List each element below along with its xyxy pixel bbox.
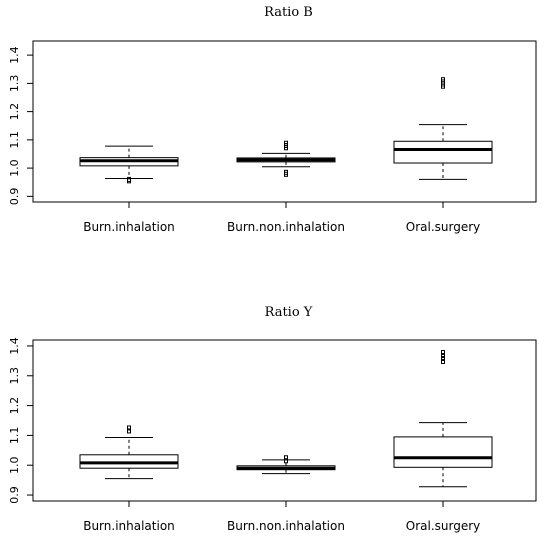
y-tick-label: 1.2 bbox=[8, 397, 21, 415]
outlier-point bbox=[284, 169, 288, 175]
y-tick-label: 0.9 bbox=[8, 486, 21, 504]
box-iqr bbox=[393, 140, 493, 164]
box-Burn.inhalation: Burn.inhalation bbox=[79, 145, 179, 234]
chart-title: Ratio B bbox=[264, 5, 313, 20]
box-Oral.surgery: Oral.surgery bbox=[393, 77, 493, 234]
outlier-point bbox=[441, 350, 445, 356]
x-category-label: Burn.non.inhalation bbox=[227, 220, 345, 234]
y-tick-label: 1.1 bbox=[8, 131, 21, 149]
x-category-label: Oral.surgery bbox=[406, 220, 481, 234]
outlier-point bbox=[441, 358, 445, 364]
x-category-label: Burn.non.inhalation bbox=[227, 519, 345, 533]
x-category-label: Oral.surgery bbox=[406, 519, 481, 533]
outlier-point bbox=[127, 425, 131, 431]
y-tick-label: 1.3 bbox=[8, 367, 21, 385]
outlier-point bbox=[284, 458, 288, 464]
outlier-point bbox=[284, 140, 288, 146]
outlier-point bbox=[127, 428, 131, 434]
y-tick-label: 0.9 bbox=[8, 188, 21, 206]
y-tick-label: 1.4 bbox=[8, 46, 21, 64]
box-Oral.surgery: Oral.surgery bbox=[393, 350, 493, 533]
box-Burn.non.inhalation: Burn.non.inhalation bbox=[227, 140, 345, 234]
box-Burn.non.inhalation: Burn.non.inhalation bbox=[227, 455, 345, 533]
chart-title: Ratio Y bbox=[265, 305, 313, 320]
y-tick-label: 1.0 bbox=[8, 159, 21, 177]
box-Burn.inhalation: Burn.inhalation bbox=[79, 425, 179, 533]
y-tick-label: 1.3 bbox=[8, 75, 21, 93]
outlier-point bbox=[441, 355, 445, 361]
outlier-point bbox=[284, 455, 288, 461]
x-category-label: Burn.inhalation bbox=[83, 220, 175, 234]
y-tick-label: 1.4 bbox=[8, 337, 21, 355]
outlier-point bbox=[127, 176, 131, 182]
y-tick-label: 1.0 bbox=[8, 456, 21, 474]
plot-frame bbox=[32, 40, 537, 203]
y-tick-label: 1.2 bbox=[8, 103, 21, 121]
plot-frame bbox=[32, 339, 537, 502]
box-iqr bbox=[393, 436, 493, 468]
outlier-point bbox=[441, 77, 445, 83]
chart-panel-1: Ratio B 0.9 1.0 1.1 1.2 1.3 1.4 Burn.inhalation… bbox=[8, 5, 537, 234]
x-category-label: Burn.inhalation bbox=[83, 519, 175, 533]
y-tick-label: 1.1 bbox=[8, 427, 21, 445]
outlier-point bbox=[441, 353, 445, 359]
chart-panel-2: Ratio Y 0.9 1.0 1.1 1.2 1.3 1.4 Burn.inhalation… bbox=[8, 305, 537, 533]
